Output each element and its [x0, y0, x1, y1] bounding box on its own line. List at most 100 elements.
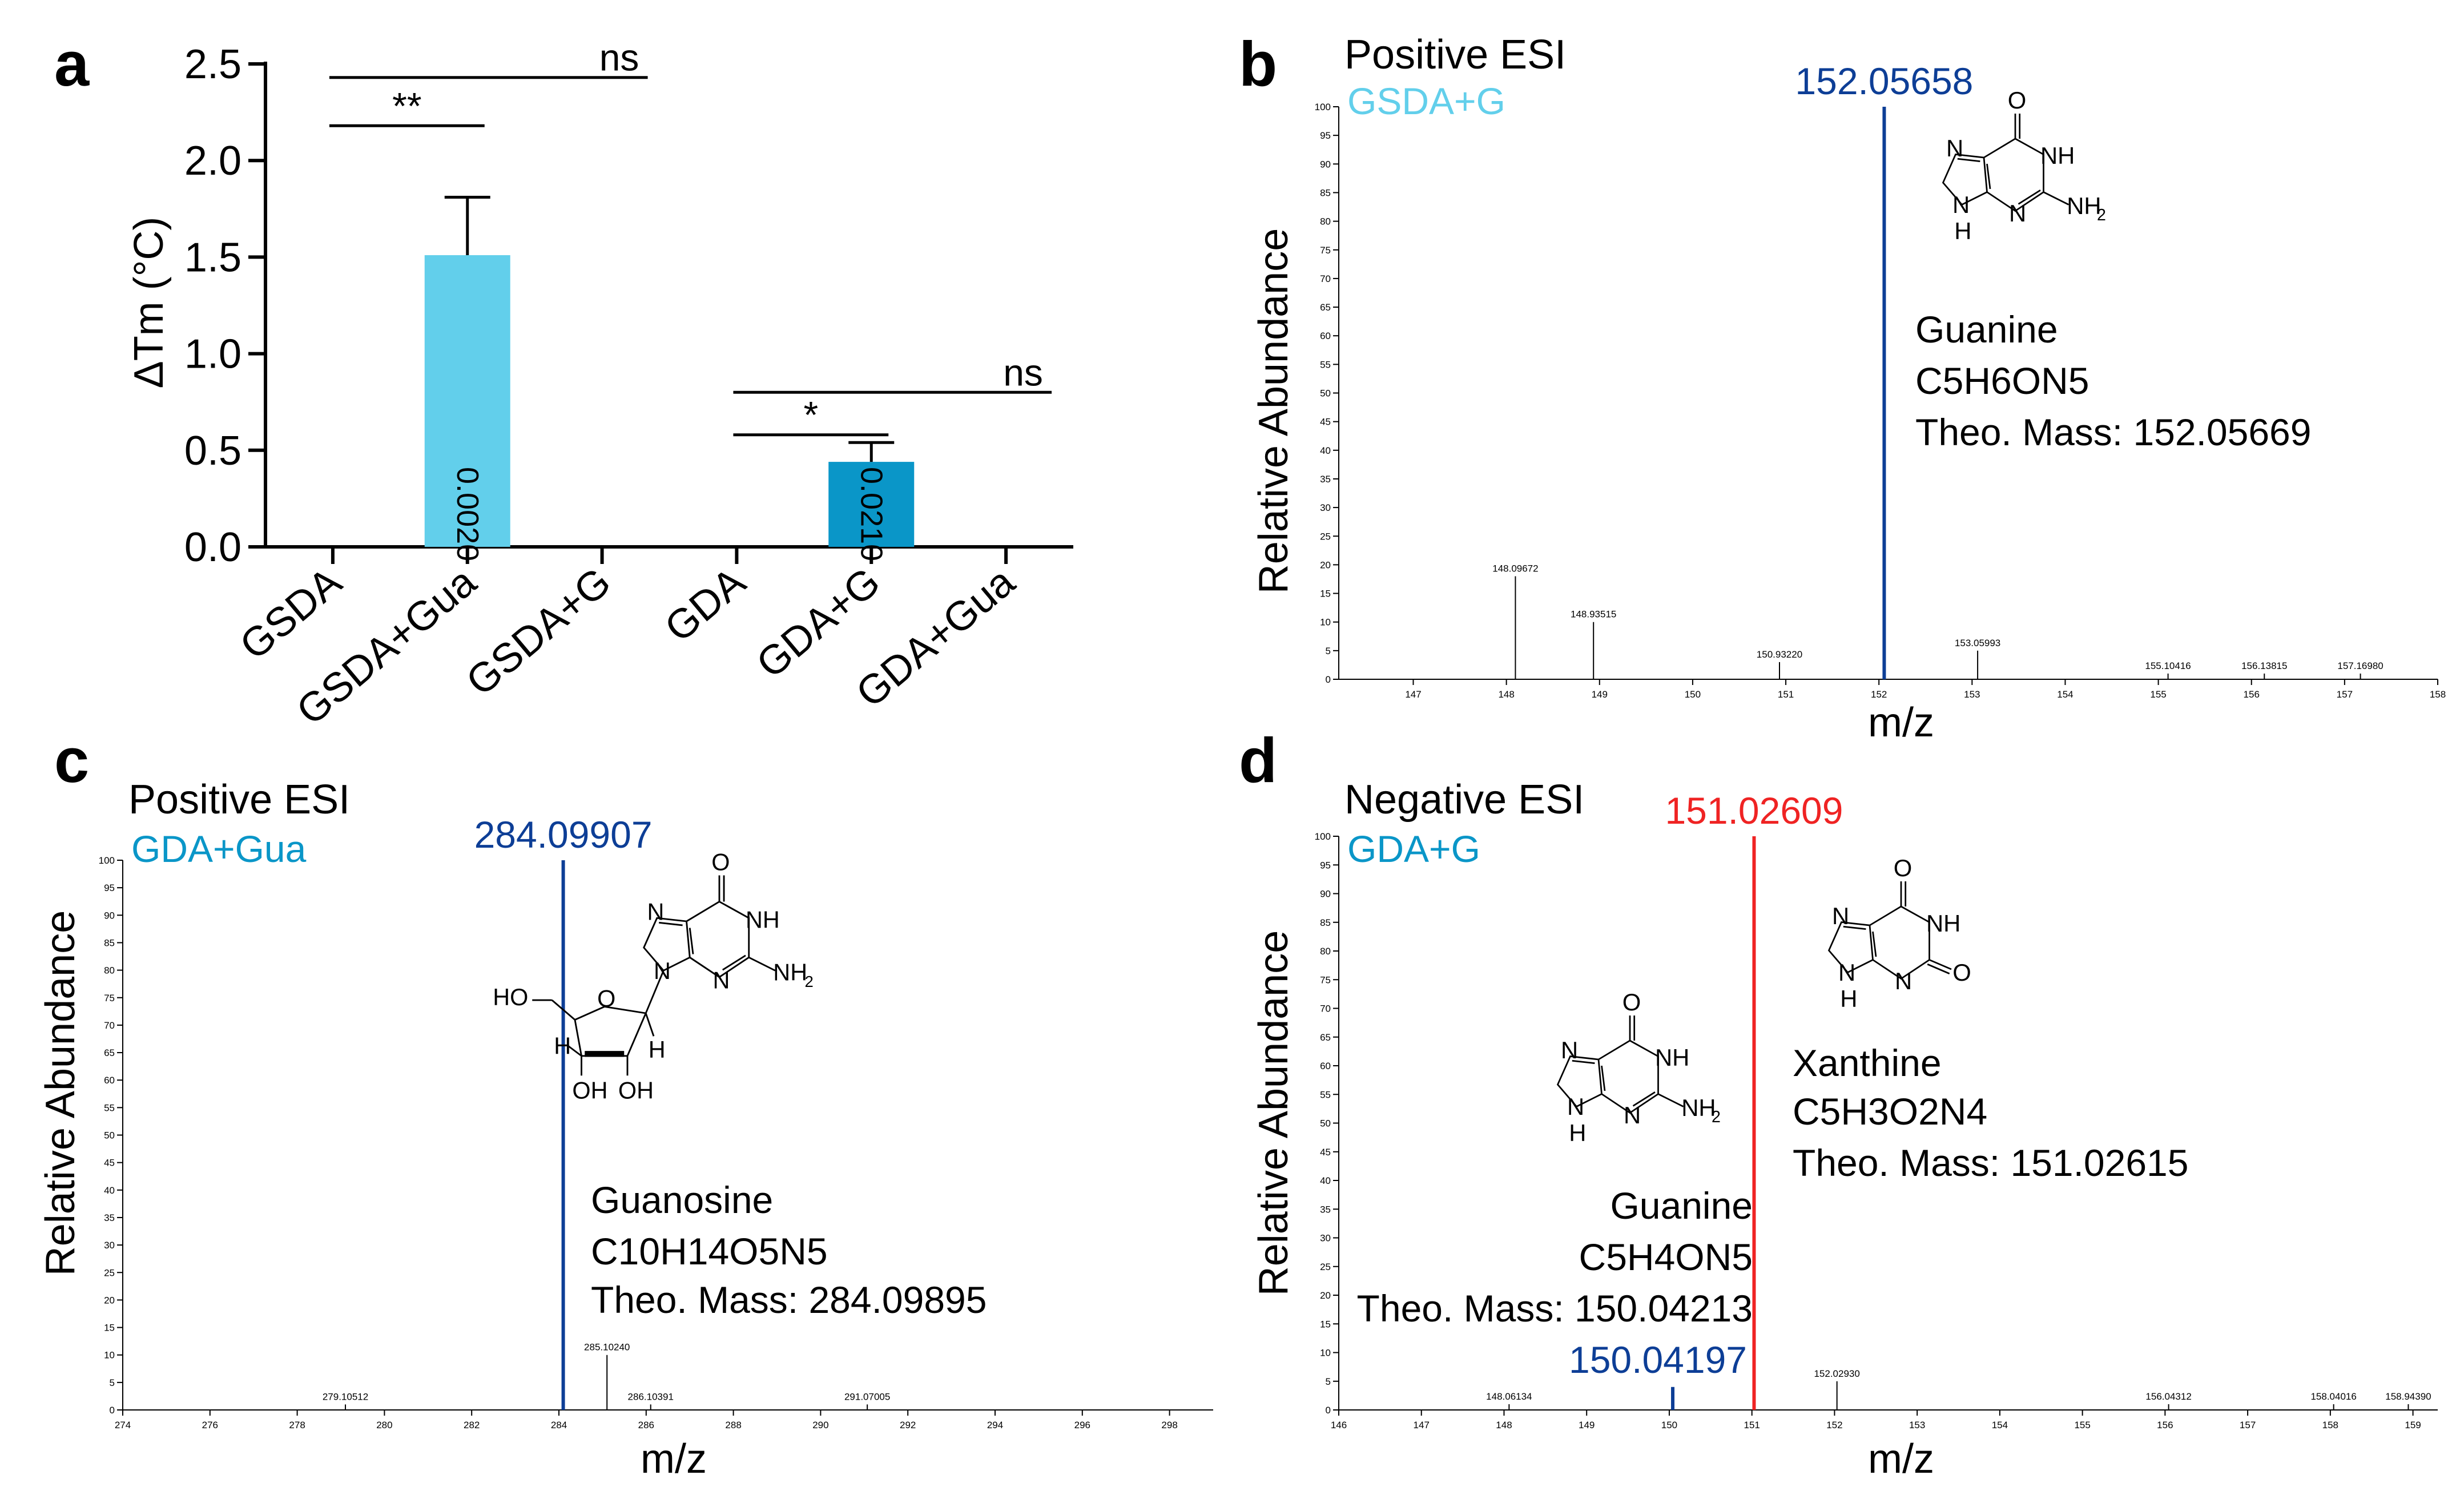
spectrum-y-tick-label: 30 [1320, 1233, 1331, 1244]
spectrum-y-tick-label: 10 [104, 1350, 115, 1361]
spectrum-x-tick-label: 146 [1331, 1420, 1347, 1430]
spectrum-y-tick-label: 15 [1320, 1319, 1331, 1329]
spectrum-y-tick-label: 10 [1320, 1348, 1331, 1359]
spectrum-y-tick-label: 60 [1320, 331, 1331, 341]
spectrum-peak-label: 148.09672 [1492, 563, 1538, 574]
panel-d-letter: d [1239, 726, 1277, 796]
spectrum-y-tick-label: 80 [104, 965, 115, 976]
spectrum-peak-label: 150.93220 [1757, 649, 1802, 660]
spectrum-y-tick-label: 5 [1326, 1376, 1331, 1387]
spectrum-x-tick-label: 148 [1496, 1420, 1512, 1430]
spectrum-y-tick-label: 0 [1326, 674, 1331, 685]
c-guanosine-n3: N [713, 967, 730, 993]
spectrum-y-tick-label: 75 [1320, 245, 1331, 256]
panel-d-xanthine-formula: C5H3O2N4 [1793, 1090, 1987, 1133]
spectrum-secondary-peak-label: 150.04197 [1569, 1339, 1747, 1381]
spectrum-y-tick-label: 0 [1326, 1405, 1331, 1416]
spectrum-y-tick-label: 55 [1320, 359, 1331, 370]
spectrum-x-tick-label: 153 [1909, 1420, 1925, 1430]
spectrum-y-tick-label: 40 [1320, 1175, 1331, 1186]
a-y-tick-label: 0.5 [184, 428, 241, 474]
spectrum-peak-label: 157.16980 [2337, 660, 2383, 671]
panel-d-guanine-formula: C5H4ON5 [1579, 1236, 1753, 1278]
b-guanine-h9: H [1954, 217, 1971, 244]
spectrum-y-tick-label: 70 [104, 1020, 115, 1031]
c-guanosine-sub2: 2 [805, 973, 814, 990]
panel-a-axes [264, 62, 1073, 549]
panel-d-xanthine-name: Xanthine [1793, 1042, 1942, 1084]
spectrum-y-tick-label: 80 [1320, 946, 1331, 957]
d-guanine-sub2: 2 [1712, 1108, 1721, 1126]
panel-d-sample: GDA+G [1347, 828, 1480, 870]
spectrum-x-tick-label: 150 [1661, 1420, 1677, 1430]
spectrum-x-tick-label: 154 [1992, 1420, 2008, 1430]
spectrum-x-tick-label: 292 [900, 1420, 916, 1430]
panel-d-x-axis-label: m/z [1868, 1436, 1934, 1482]
spectrum-y-tick-label: 100 [1315, 102, 1331, 112]
d-guanine-nh: NH [1655, 1044, 1689, 1071]
panel-d-guanine-name: Guanine [1610, 1184, 1753, 1227]
spectrum-main-peak-label: 151.02609 [1665, 789, 1843, 832]
panel-b-compound-formula: C5H6ON5 [1915, 360, 2089, 402]
spectrum-x-tick-label: 157 [2240, 1420, 2256, 1430]
spectrum-x-tick-label: 155 [2150, 689, 2166, 700]
panel-d-y-axis-label: Relative Abundance [1251, 930, 1297, 1296]
spectrum-y-tick-label: 45 [1320, 417, 1331, 428]
spectrum-y-tick-label: 35 [104, 1212, 115, 1223]
a-bar-pvalue: 0.0210 [854, 467, 888, 561]
spectrum-y-tick-label: 75 [104, 993, 115, 1004]
c-guanosine-h4: H [554, 1033, 571, 1059]
spectrum-peak-label: 291.07005 [844, 1391, 890, 1402]
panel-c-y-axis-label: Relative Abundance [38, 910, 83, 1276]
panel-b-compound-name: Guanine [1915, 308, 2058, 350]
spectrum-x-tick-label: 298 [1161, 1420, 1177, 1430]
spectrum-peak-label: 158.94390 [2385, 1391, 2431, 1402]
panel-b-x-axis-label: m/z [1868, 700, 1934, 745]
spectrum-y-tick-label: 5 [1326, 646, 1331, 656]
a-y-tick-label: 2.0 [184, 138, 241, 184]
a-bar-pvalue: 0.0020 [450, 467, 485, 561]
panel-b-mode: Positive ESI [1344, 32, 1566, 78]
spectrum-y-tick-label: 95 [1320, 130, 1331, 141]
xanthine-n9: N [1838, 959, 1855, 986]
spectrum-x-tick-label: 282 [464, 1420, 480, 1430]
panel-c-compound-name: Guanosine [591, 1179, 773, 1221]
spectrum-peak-label: 285.10240 [584, 1342, 630, 1353]
panel-d-plot: 0 5 10 15 20 25 30 35 40 45 50 55 60 65 70 75 80 85 90 95 10… [1315, 789, 2438, 1430]
spectrum-y-tick-label: 85 [1320, 917, 1331, 928]
spectrum-x-tick-label: 274 [115, 1420, 131, 1430]
spectrum-peak-label: 148.06134 [1486, 1391, 1532, 1402]
panel-a-bar-chart: a ΔTm (°C) 0.0 0.5 1.0 1.5 2.0 2.5 0.0020 0.02… [54, 29, 1073, 734]
spectrum-x-tick-label: 149 [1592, 689, 1608, 700]
xanthine-h9: H [1840, 985, 1857, 1012]
spectrum-y-tick-label: 40 [1320, 445, 1331, 456]
spectrum-y-tick-label: 20 [1320, 559, 1331, 570]
panel-d-xanthine-structure: N NH N N H O O [1827, 855, 1971, 1012]
a-x-category-label: GSDA+G [458, 559, 619, 704]
spectrum-y-tick-label: 50 [1320, 388, 1331, 399]
panel-c-x-axis-label: m/z [641, 1436, 707, 1482]
d-guanine-n3: N [1624, 1102, 1641, 1129]
b-guanine-n7: N [1946, 135, 1963, 162]
spectrum-y-tick-label: 90 [1320, 889, 1331, 900]
spectrum-x-tick-label: 148 [1498, 689, 1514, 700]
spectrum-x-tick-label: 284 [551, 1420, 567, 1430]
a-significance-label: ** [392, 84, 421, 127]
spectrum-y-tick-label: 55 [104, 1102, 115, 1113]
panel-c-mode: Positive ESI [128, 777, 350, 823]
spectrum-y-tick-label: 0 [110, 1405, 115, 1416]
panel-b-sample: GSDA+G [1347, 80, 1505, 122]
d-guanine-n9: N [1567, 1093, 1584, 1120]
c-guanosine-nh: NH [746, 907, 780, 933]
xanthine-o2: O [1952, 959, 1971, 986]
c-guanosine-o: O [711, 849, 730, 875]
spectrum-y-tick-label: 30 [1320, 502, 1331, 513]
spectrum-y-tick-label: 90 [104, 910, 115, 921]
spectrum-x-tick-label: 151 [1744, 1420, 1760, 1430]
panel-b-guanine-structure: N NH N N H O NH 2 [1942, 87, 2106, 244]
spectrum-x-tick-label: 156 [2244, 689, 2260, 700]
c-guanosine-n7: N [647, 899, 665, 925]
spectrum-y-tick-label: 25 [104, 1267, 115, 1278]
